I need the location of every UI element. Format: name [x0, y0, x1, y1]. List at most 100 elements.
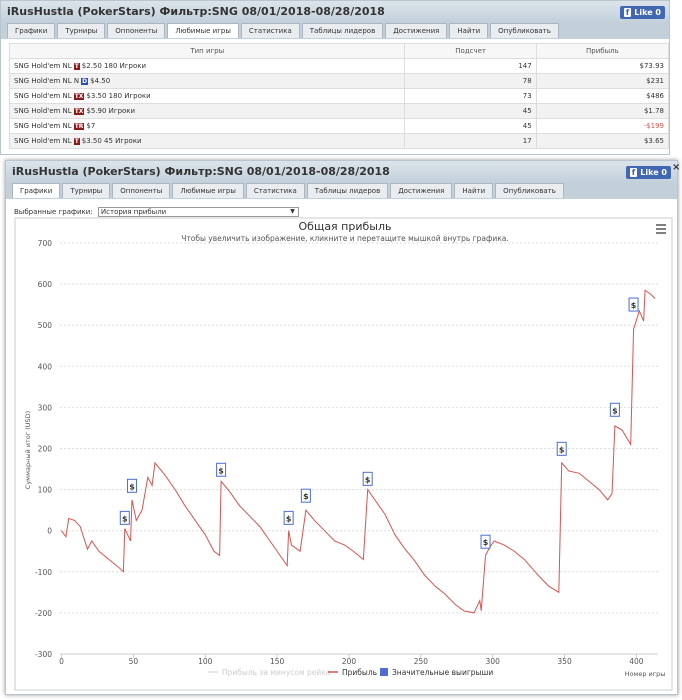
x-tick-label: 150 [270, 657, 285, 666]
tab[interactable]: Графики [7, 23, 56, 38]
menu-icon[interactable] [656, 224, 666, 234]
tab[interactable]: Оппоненты [107, 23, 166, 38]
tab[interactable]: Достижения [385, 23, 448, 38]
tab[interactable]: Статистика [245, 183, 305, 198]
flag-label: $ [559, 445, 565, 454]
x-tick-label: 200 [342, 657, 357, 666]
column-header[interactable]: Прибыль [535, 43, 670, 59]
chart-subtitle: Чтобы увеличить изображение, кликните и … [181, 234, 509, 243]
win-flag [480, 534, 491, 549]
flag-label: $ [365, 475, 371, 484]
column-header[interactable]: Тип игры [8, 43, 406, 59]
close-button[interactable]: × [672, 162, 681, 173]
count-cell: 17 [404, 133, 537, 149]
x-tick-label: 250 [414, 657, 429, 666]
y-tick-label: 700 [38, 239, 53, 248]
tab[interactable]: Графики [12, 183, 61, 198]
x-tick-label: 350 [557, 657, 572, 666]
game-name: SNG Hold'em NL [14, 122, 72, 130]
profit-cell: $1.78 [535, 103, 670, 119]
tab[interactable]: Достижения [390, 183, 453, 198]
dropdown[interactable]: История прибыли ▼ [97, 207, 299, 217]
x-tick-label: 50 [129, 657, 139, 666]
games-table: Тип игры Подсчет Прибыль SNG Hold'em NL T $2.… [8, 43, 670, 149]
x-tick-label: 300 [486, 657, 501, 666]
flag-label: $ [303, 492, 309, 501]
table-row: SNG Hold'em NL T $3.50 45 Игроки 17 $3.65 [8, 133, 670, 149]
tab[interactable]: Таблицы лидеров [306, 183, 389, 198]
game-name: SNG Hold'em NL [14, 137, 72, 145]
tab[interactable]: Любимые игры [172, 183, 244, 198]
game-badge: T [73, 63, 80, 70]
game-cell: SNG Hold'em NL TX $5.90 Игроки [8, 103, 406, 119]
column-header[interactable]: Подсчет [404, 43, 537, 59]
win-flag [556, 441, 567, 456]
table-row: SNG Hold'em NL TX $5.90 Игроки 45 $1.78 [8, 103, 670, 119]
tab[interactable]: Опубликовать [490, 23, 559, 38]
tab[interactable]: Турниры [62, 183, 111, 198]
game-details: $2.50 180 Игроки [81, 62, 147, 70]
tab[interactable]: Статистика [240, 23, 300, 38]
game-badge: TR [73, 123, 85, 130]
table-row: SNG Hold'em NL N D $4.50 78 $231 [8, 73, 670, 89]
y-tick-label: 600 [38, 280, 53, 289]
header: iRusHustla (PokerStars) Фильтр:SNG 08/01… [6, 161, 677, 183]
tab[interactable]: Турниры [57, 23, 106, 38]
game-name: SNG Hold'em NL [14, 92, 72, 100]
tab[interactable]: Оппоненты [112, 183, 171, 198]
chart-title: Общая прибыль [299, 220, 392, 233]
y-tick-label: 300 [38, 403, 53, 412]
game-cell: SNG Hold'em NL N D $4.50 [8, 73, 406, 89]
x-tick-label: 0 [59, 657, 64, 666]
tab[interactable]: Таблицы лидеров [301, 23, 384, 38]
game-details: $3.50 45 Игроки [81, 137, 142, 145]
game-details: $4.50 [90, 77, 111, 85]
profit-line [61, 289, 656, 614]
flag-label: $ [218, 466, 224, 475]
win-flag [119, 510, 130, 525]
game-badge: TX [73, 93, 85, 100]
x-axis-title: Номер игры [625, 670, 666, 678]
tab[interactable]: Найти [449, 23, 489, 38]
flag-label: $ [129, 482, 135, 491]
game-badge: T [73, 138, 80, 145]
y-tick-label: -300 [35, 650, 52, 659]
dropdown-value: История прибыли [100, 208, 167, 216]
y-tick-label: 400 [38, 362, 53, 371]
profit-cell: $3.65 [535, 133, 670, 149]
game-badge: D [81, 78, 89, 85]
x-tick-label: 100 [198, 657, 213, 666]
y-axis-title: Суммарный итог (USD) [24, 411, 32, 489]
tab-bar: Графики Турниры Оппоненты Любимые игры Стати… [1, 23, 669, 39]
game-badge: TX [73, 108, 85, 115]
win-flag [126, 478, 137, 493]
legend-label[interactable]: Прибыль за минусом рейка [222, 668, 330, 677]
game-name: SNG Hold'em NL [14, 62, 72, 70]
win-flag [609, 402, 620, 417]
top-window: iRusHustla (PokerStars) Фильтр:SNG 08/01… [0, 0, 670, 155]
tab[interactable]: Найти [454, 183, 494, 198]
win-flag [283, 510, 294, 525]
selector-row: Выбранные графики: История прибыли ▼ [14, 207, 299, 217]
flag-label: $ [631, 301, 637, 310]
game-details: $5.90 Игроки [86, 107, 136, 115]
selector-label: Выбранные графики: [14, 208, 93, 216]
like-text: Like 0 [634, 8, 661, 17]
game-details: $7 [86, 122, 96, 130]
legend-square [380, 668, 388, 676]
win-flag [216, 462, 227, 477]
win-flag [362, 471, 373, 486]
legend-label[interactable]: Прибыль [342, 668, 377, 677]
table-row: SNG Hold'em NL T $2.50 180 Игроки 147 $73.93 [8, 58, 670, 74]
flag-label: $ [122, 514, 128, 523]
like-button[interactable]: f Like 0 [625, 166, 671, 179]
tab[interactable]: Опубликовать [495, 183, 564, 198]
like-button[interactable]: f Like 0 [619, 6, 665, 19]
game-details: $3.50 180 Игроки [86, 92, 151, 100]
header-row: Тип игры Подсчет Прибыль [8, 43, 670, 59]
game-name: SNG Hold'em NL [14, 107, 72, 115]
legend-label[interactable]: Значительные выигрыши [392, 668, 493, 677]
tab[interactable]: Любимые игры [167, 23, 239, 38]
